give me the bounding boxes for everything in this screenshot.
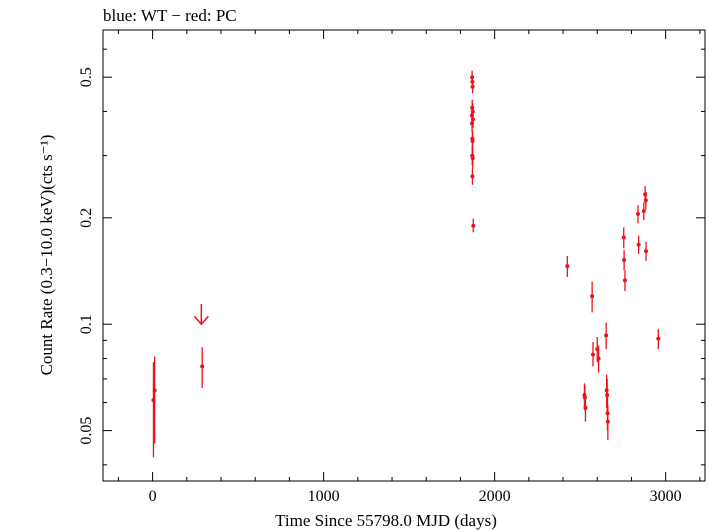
data-point [470, 138, 475, 143]
x-tick-label: 0 [149, 488, 157, 505]
y-axis-label: Count Rate (0.3−10.0 keV)(cts s⁻¹) [37, 135, 56, 376]
x-axis-label: Time Since 55798.0 MJD (days) [275, 511, 497, 530]
data-point [470, 84, 475, 89]
data-point [622, 257, 627, 262]
data-point [200, 364, 205, 369]
data-point [643, 198, 648, 203]
data-point [596, 356, 601, 361]
x-tick-label: 2000 [479, 488, 511, 505]
data-point [621, 235, 626, 240]
data-point [590, 352, 595, 357]
data-point [583, 405, 588, 410]
upper-limit-arrow-head [193, 315, 209, 326]
y-tick-label: 0.1 [78, 314, 95, 334]
data-point [622, 278, 627, 283]
y-tick-label: 0.5 [78, 67, 95, 87]
data-points [151, 70, 661, 458]
data-point [636, 242, 641, 247]
data-point [471, 223, 476, 228]
data-point [152, 388, 157, 393]
plot-area-frame [102, 29, 706, 482]
data-point [605, 419, 610, 424]
data-point [605, 393, 610, 398]
data-point [643, 249, 648, 254]
data-point [635, 212, 640, 217]
data-point [565, 264, 570, 269]
data-point [656, 336, 661, 341]
data-point [470, 156, 475, 161]
chart-title: blue: WT − red: PC [103, 6, 237, 25]
x-tick-label: 1000 [308, 488, 340, 505]
data-point [643, 192, 648, 197]
x-axis: 0 1000 2000 3000 [117, 30, 701, 505]
data-point [641, 209, 646, 214]
y-tick-label: 0.05 [78, 417, 95, 445]
data-point [470, 121, 475, 126]
x-tick-label: 3000 [650, 488, 682, 505]
y-tick-label: 0.2 [78, 208, 95, 228]
y-axis: 0.05 0.1 0.2 0.5 [78, 48, 705, 466]
data-point [604, 333, 609, 338]
data-point [470, 174, 475, 179]
data-point [590, 294, 595, 299]
